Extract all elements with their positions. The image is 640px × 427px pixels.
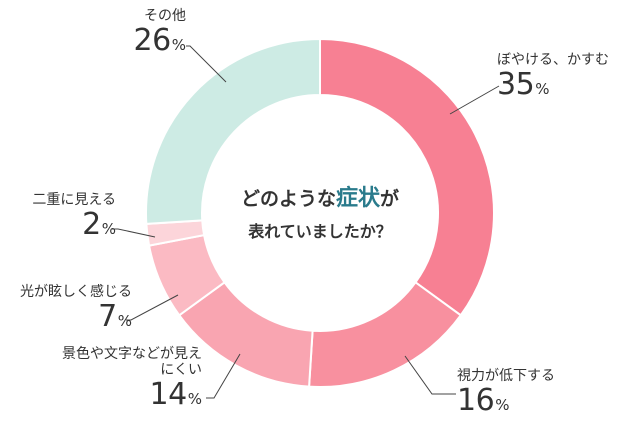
data-label-hard-to-see: 14 <box>149 377 188 413</box>
label-hard-to-see: 景色や文字などが見えにくい 14% <box>50 346 202 413</box>
unit-label: % <box>117 312 132 331</box>
center-text-post: が <box>380 188 400 210</box>
label-glare: 光が眩しく感じる 7% <box>0 284 132 335</box>
unit-label: % <box>187 390 202 409</box>
leader-line-blurry <box>449 85 500 115</box>
label-double-vision-pct: 2% <box>0 207 116 243</box>
label-hard-to-see-name: 景色や文字などが見えにくい <box>62 346 202 379</box>
center-question-line1: どのような症状が <box>220 180 420 212</box>
label-glare-name: 光が眩しく感じる <box>20 284 132 300</box>
unit-label: % <box>495 396 510 415</box>
label-other: その他 26% <box>96 8 186 59</box>
label-vision-decline-pct: 16% <box>457 383 555 419</box>
data-label-glare: 7 <box>98 299 117 335</box>
center-question: どのような症状が 表れていましたか？ <box>220 180 420 242</box>
leader-line-group <box>112 45 500 399</box>
leader-line-other <box>186 45 227 83</box>
label-double-vision-name: 二重に見える <box>32 192 116 208</box>
label-vision-decline-name: 視力が低下する <box>457 368 555 384</box>
label-blurry-name: ぼやける、かすむ <box>497 52 609 68</box>
slice-group <box>145 37 495 388</box>
data-label-vision-decline: 16 <box>457 383 495 419</box>
data-label-blurry: 35 <box>497 67 535 103</box>
center-text-pre: どのような <box>240 188 336 210</box>
unit-label: % <box>101 220 116 239</box>
leader-line-hard-to-see <box>206 353 241 399</box>
label-double-vision: 二重に見える 2% <box>0 192 116 243</box>
leader-line-glare <box>126 294 179 321</box>
center-text-highlight: 症状 <box>335 186 380 211</box>
leader-line-vision-decline <box>404 355 456 395</box>
unit-label: % <box>171 36 186 55</box>
label-other-name: その他 <box>144 8 186 24</box>
label-hard-to-see-pct: 14% <box>50 377 202 413</box>
slice-other <box>145 37 321 225</box>
unit-label: % <box>535 80 550 99</box>
data-label-double-vision: 2 <box>82 207 101 243</box>
label-blurry: ぼやける、かすむ 35% <box>497 52 609 103</box>
label-blurry-pct: 35% <box>497 67 609 103</box>
label-other-pct: 26% <box>96 23 186 59</box>
slice-blurry <box>319 37 495 317</box>
data-label-other: 26 <box>133 23 172 59</box>
leader-line-double-vision <box>112 228 156 238</box>
label-glare-pct: 7% <box>0 299 132 335</box>
label-vision-decline: 視力が低下する 16% <box>457 368 555 419</box>
slice-vision-decline <box>308 280 463 388</box>
center-question-line2: 表れていましたか？ <box>248 222 392 241</box>
